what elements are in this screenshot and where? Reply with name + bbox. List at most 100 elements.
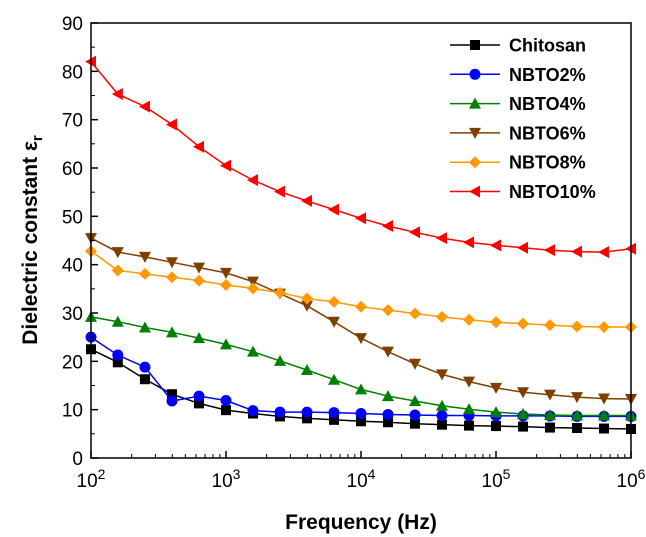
series-nbto10 — [85, 55, 636, 259]
data-point-nbto6 — [355, 333, 367, 345]
data-point-nbto8 — [382, 304, 395, 317]
y-tick-label: 30 — [62, 304, 83, 325]
data-point-nbto4 — [300, 364, 313, 376]
data-point-nbto2 — [193, 390, 205, 402]
data-point-chitosan — [598, 423, 609, 434]
y-axis-title-subscript: r — [29, 135, 46, 141]
data-point-nbto4 — [382, 390, 395, 402]
data-point-nbto4 — [597, 409, 610, 421]
legend-item-nbto10: NBTO10% — [450, 182, 596, 202]
data-point-nbto10 — [165, 118, 177, 131]
data-point-nbto4 — [571, 409, 583, 421]
axes: 0 10 20 30 40 50 60 70 80 90 102 103 104 105 106 — [62, 14, 646, 492]
data-point-nbto2 — [112, 349, 124, 361]
data-point-nbto8 — [490, 316, 502, 329]
data-point-nbto4 — [165, 326, 178, 338]
data-point-nbto6 — [220, 267, 232, 279]
data-point-chitosan — [383, 417, 394, 428]
data-point-nbto10 — [597, 246, 609, 259]
y-axis-title: Dielectric constant εr — [19, 135, 46, 345]
legend-label: NBTO8% — [509, 153, 586, 173]
data-point-nbto10 — [382, 220, 394, 232]
data-point-chitosan — [545, 422, 556, 433]
data-point-nbto6 — [247, 276, 260, 288]
data-point-nbto4 — [247, 345, 260, 357]
data-point-nbto10 — [328, 203, 340, 216]
data-point-nbto2 — [220, 394, 232, 406]
data-point-nbto8 — [463, 313, 476, 326]
legend-label: NBTO2% — [509, 65, 586, 85]
legend-item-nbto4: NBTO4% — [450, 94, 586, 114]
data-point-nbto2 — [139, 361, 151, 373]
y-tick-label: 90 — [62, 14, 83, 35]
data-point-nbto10 — [544, 244, 556, 257]
data-point-nbto4 — [463, 403, 476, 415]
data-point-nbto4 — [516, 408, 529, 420]
data-point-nbto6 — [328, 316, 341, 328]
data-point-nbto2 — [274, 406, 286, 418]
legend-marker — [470, 40, 480, 50]
data-point-chitosan — [491, 421, 501, 432]
data-point-nbto6 — [490, 382, 502, 394]
legend-item-nbto8: NBTO8% — [450, 153, 586, 173]
data-point-nbto4 — [409, 394, 422, 406]
data-point-chitosan — [221, 405, 231, 416]
data-point-nbto2 — [382, 409, 394, 420]
data-point-nbto8 — [328, 295, 341, 308]
legend-label: NBTO6% — [509, 123, 586, 143]
data-point-nbto10 — [571, 245, 582, 258]
data-point-nbto2 — [355, 408, 367, 420]
data-point-chitosan — [112, 357, 123, 368]
y-tick-label: 20 — [62, 352, 83, 373]
data-point-nbto4 — [355, 383, 367, 395]
data-point-nbto6 — [463, 376, 476, 388]
data-point-nbto4 — [490, 406, 502, 418]
y-tick-label: 50 — [62, 207, 83, 228]
legend-item-nbto6: NBTO6% — [450, 123, 586, 143]
data-point-chitosan — [517, 421, 528, 432]
data-point-nbto10 — [138, 100, 150, 113]
data-point-nbto2 — [301, 406, 313, 418]
data-point-nbto6 — [165, 257, 178, 269]
data-point-nbto10 — [516, 241, 528, 254]
data-point-nbto8 — [220, 278, 232, 291]
data-point-nbto10 — [355, 212, 366, 225]
legend-marker — [469, 156, 481, 169]
data-point-nbto2 — [328, 407, 340, 419]
data-point-nbto6 — [382, 346, 395, 358]
data-point-nbto8 — [544, 319, 557, 332]
data-point-nbto8 — [355, 300, 367, 313]
x-axis-title: Frequency (Hz) — [285, 511, 437, 534]
y-tick-label: 10 — [62, 401, 83, 422]
legend-marker — [469, 68, 481, 80]
data-point-nbto4 — [193, 332, 206, 344]
legend-item-chitosan: Chitosan — [450, 36, 586, 56]
x-tick-label: 104 — [347, 466, 376, 492]
data-point-nbto8 — [516, 317, 529, 330]
data-point-chitosan — [437, 419, 448, 430]
legend-marker — [469, 127, 481, 139]
data-point-chitosan — [166, 389, 177, 400]
y-tick-label: 80 — [62, 62, 83, 83]
data-point-chitosan — [194, 398, 205, 409]
data-point-nbto6 — [111, 247, 124, 259]
data-point-nbto8 — [138, 267, 151, 280]
data-point-nbto8 — [165, 271, 178, 284]
data-point-nbto8 — [274, 286, 287, 299]
legend-label: NBTO4% — [509, 94, 586, 114]
legend-marker — [469, 185, 480, 198]
data-point-chitosan — [356, 416, 366, 427]
data-point-nbto4 — [436, 399, 449, 411]
data-point-nbto10 — [247, 174, 259, 187]
data-point-nbto2 — [409, 409, 421, 421]
y-tick-label: 60 — [62, 159, 83, 180]
x-tick-label: 106 — [617, 466, 646, 492]
data-point-nbto2 — [436, 409, 448, 421]
series-nbto6 — [85, 233, 637, 406]
data-point-nbto6 — [300, 300, 313, 312]
data-point-nbto6 — [597, 393, 610, 405]
data-point-nbto4 — [138, 321, 151, 333]
data-point-nbto6 — [193, 262, 206, 274]
data-point-nbto2 — [247, 405, 259, 417]
